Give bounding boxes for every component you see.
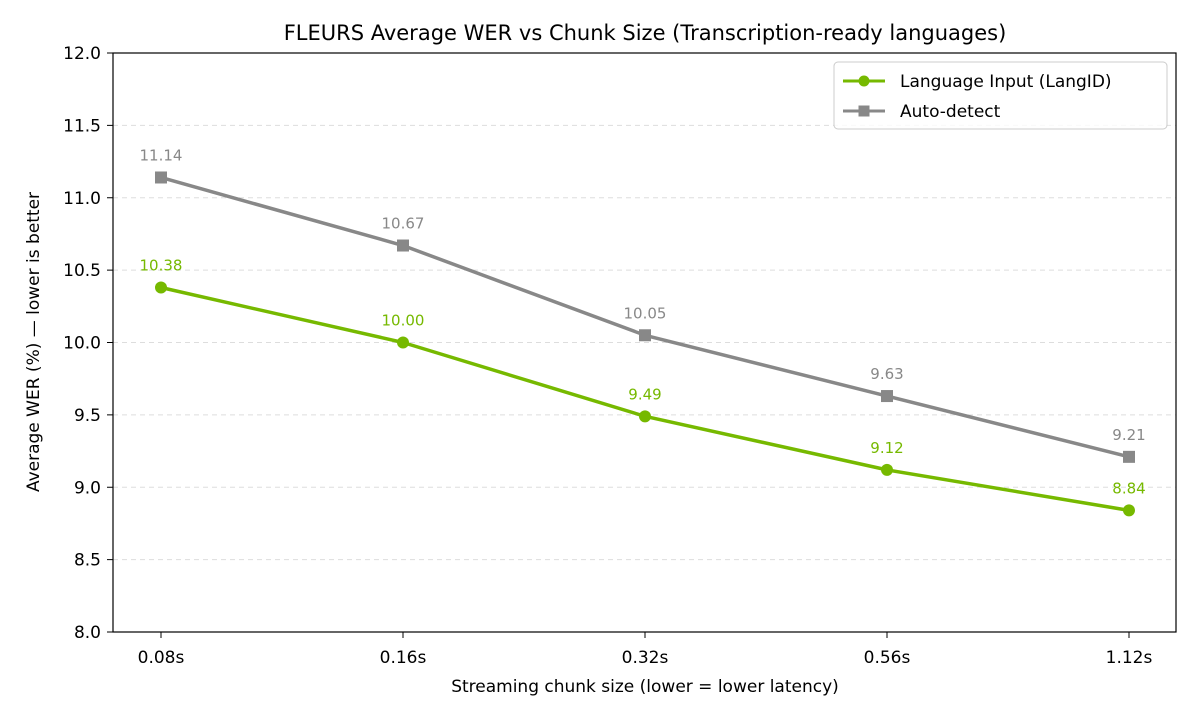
series-autodetect: 11.14 10.67 10.05 9.63 9.21 bbox=[140, 146, 1146, 463]
y-tick-label: 12.0 bbox=[63, 44, 101, 64]
legend-item-autodetect: Auto-detect bbox=[843, 102, 1001, 122]
y-tick-label: 10.0 bbox=[63, 334, 101, 354]
y-tick-label: 8.0 bbox=[74, 623, 101, 643]
legend-box bbox=[833, 61, 1168, 130]
x-tick-label: 1.12s bbox=[1106, 648, 1153, 668]
chart-title: FLEURS Average WER vs Chunk Size (Transc… bbox=[284, 21, 1007, 45]
x-axis-ticks: 0.08s 0.16s 0.32s 0.56s 1.12s bbox=[138, 632, 1153, 668]
y-tick-label: 11.5 bbox=[63, 116, 101, 136]
data-point-langid bbox=[881, 463, 893, 476]
legend-item-langid: Language Input (LangID) bbox=[843, 72, 1112, 92]
gridlines bbox=[113, 124, 1176, 561]
data-label-langid: 9.12 bbox=[870, 439, 903, 457]
data-point-autodetect bbox=[639, 329, 651, 342]
data-label-autodetect: 10.67 bbox=[382, 215, 425, 233]
data-point-autodetect bbox=[1123, 450, 1135, 463]
series-langid: 10.38 10.00 9.49 9.12 8.84 bbox=[140, 256, 1146, 517]
data-point-langid bbox=[1123, 504, 1135, 517]
x-tick-label: 0.32s bbox=[622, 648, 669, 668]
y-axis-ticks: 8.0 8.5 9.0 9.5 10.0 10.5 11.0 11.5 12.0 bbox=[63, 44, 113, 643]
data-label-langid: 9.49 bbox=[628, 385, 661, 403]
data-label-autodetect: 9.63 bbox=[870, 365, 903, 383]
data-point-langid bbox=[397, 336, 409, 349]
legend-label-autodetect: Auto-detect bbox=[900, 102, 1001, 122]
data-label-langid: 8.84 bbox=[1112, 479, 1145, 497]
legend: Language Input (LangID) Auto-detect bbox=[833, 61, 1168, 130]
y-tick-label: 8.5 bbox=[74, 551, 101, 571]
data-point-autodetect bbox=[155, 171, 167, 184]
data-point-autodetect bbox=[397, 239, 409, 252]
y-tick-label: 9.5 bbox=[74, 406, 101, 426]
data-label-autodetect: 9.21 bbox=[1112, 426, 1145, 444]
y-axis-label: Average WER (%) — lower is better bbox=[24, 192, 44, 492]
data-label-langid: 10.00 bbox=[382, 312, 425, 330]
x-axis-label: Streaming chunk size (lower = lower late… bbox=[451, 677, 839, 697]
x-tick-label: 0.08s bbox=[138, 648, 185, 668]
data-point-langid bbox=[639, 410, 651, 423]
data-label-autodetect: 11.14 bbox=[140, 146, 183, 164]
series-layer: 10.38 10.00 9.49 9.12 8.84 11.14 10.67 10.05 9.6… bbox=[140, 146, 1146, 517]
x-tick-label: 0.16s bbox=[380, 648, 427, 668]
data-point-langid bbox=[155, 281, 167, 294]
legend-marker-langid bbox=[858, 75, 870, 87]
legend-marker-autodetect bbox=[858, 105, 870, 117]
x-tick-label: 0.56s bbox=[864, 648, 911, 668]
y-tick-label: 10.5 bbox=[63, 261, 101, 281]
plot-area-frame bbox=[112, 52, 1177, 633]
data-label-langid: 10.38 bbox=[140, 256, 183, 274]
data-label-autodetect: 10.05 bbox=[624, 304, 667, 322]
legend-label-langid: Language Input (LangID) bbox=[900, 72, 1112, 92]
y-tick-label: 11.0 bbox=[63, 189, 101, 209]
data-point-autodetect bbox=[881, 390, 893, 403]
y-tick-label: 9.0 bbox=[74, 478, 101, 498]
